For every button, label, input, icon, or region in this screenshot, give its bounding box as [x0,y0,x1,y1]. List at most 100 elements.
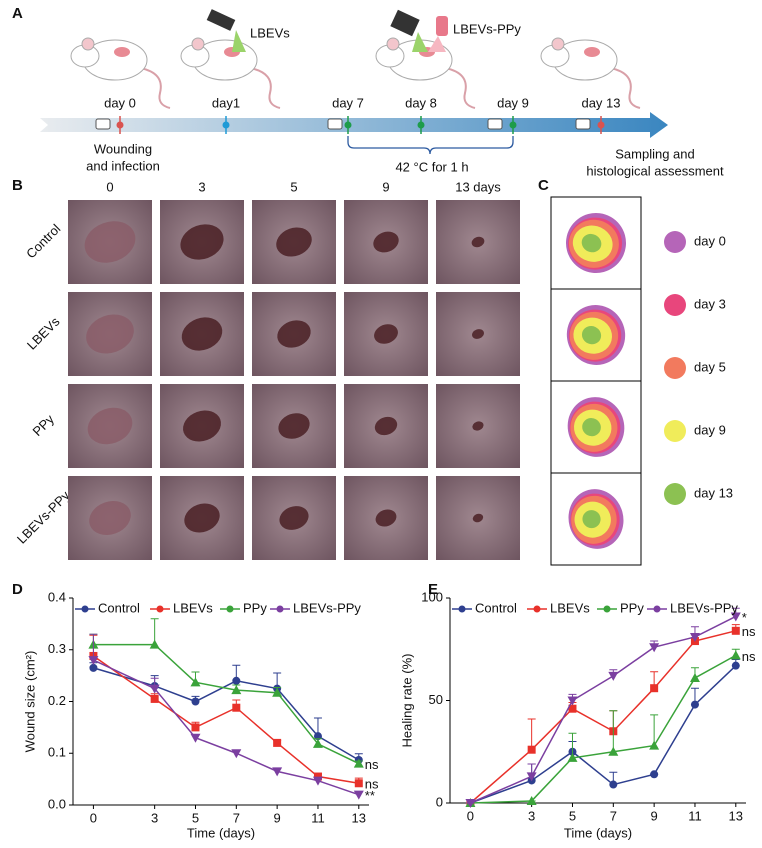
legend-label: LBEVs-PPy [670,600,738,615]
x-tick-label: 9 [651,808,658,823]
timeline-arrow [40,112,668,138]
point [231,749,242,759]
mouse-tail [139,67,171,109]
point [191,697,200,706]
panel-label: B [12,177,23,194]
mouse-ear [386,37,400,51]
point [609,780,618,789]
error-bar [650,714,659,746]
wound [183,410,221,442]
point [568,704,577,713]
laser-beam [428,36,446,52]
x-axis-title: Time (days) [564,825,632,840]
point [689,672,700,682]
legend-marker [653,605,661,613]
row-label: PPy [30,411,58,439]
point [191,723,200,732]
wound [276,227,312,257]
camera-icon [95,118,111,130]
y-tick-label: 0.0 [48,796,66,811]
significance: ** [365,788,375,803]
point [650,770,659,779]
applicator [206,9,236,31]
row-label: LBEVs-PPy [14,488,73,547]
legend-marker [156,605,164,613]
y-tick-label: 0 [436,794,443,809]
event-label: day 7 [332,95,364,110]
legend-label: day 5 [694,359,726,374]
point [190,677,201,687]
legend-swatch [664,231,686,253]
point [527,745,536,754]
point [567,696,578,706]
event-label: day 13 [581,95,620,110]
legend-label: day 0 [694,233,726,248]
point [649,643,660,653]
series-line [92,655,359,785]
point [353,758,364,768]
wound [184,503,220,533]
series-line [470,665,737,804]
legend-marker [533,605,541,613]
wound [373,231,399,253]
point [608,671,619,681]
point [526,795,537,805]
point [272,687,283,697]
wound [84,221,136,263]
point [231,685,242,695]
event-label: day1 [212,95,240,110]
legend-label: LBEVs [550,600,590,615]
event-label: day 8 [405,95,437,110]
legend-marker [81,605,89,613]
heat-brace [347,136,514,155]
event-dot [116,121,124,129]
x-tick-label: 7 [610,808,617,823]
spray [412,32,428,52]
legend-swatch [664,357,686,379]
event-label: day 0 [104,95,136,110]
sampling-note: Sampling and [615,146,695,161]
panel-label: C [538,177,549,194]
mouse-ear [81,37,95,51]
point [465,799,476,808]
point [149,639,160,649]
wounding-note: and infection [86,158,160,173]
wound [471,236,485,248]
significance: ns [742,649,756,664]
y-tick-label: 0.4 [48,589,66,604]
legend-swatch [664,483,686,505]
wound [472,329,484,339]
point [608,746,619,756]
mouse-ear [551,37,565,51]
mouse-ear [191,37,205,51]
legend-label: day 13 [694,485,733,500]
x-tick-label: 7 [233,810,240,825]
legend-swatch [664,294,686,316]
point [689,632,700,642]
significance: ns [365,777,379,792]
series [466,624,740,807]
wound [279,506,309,530]
legend-swatch [664,420,686,442]
series [89,634,363,788]
x-tick-label: 11 [311,810,325,825]
panel-label: D [12,581,23,598]
point [354,779,363,788]
mouse-wound [584,47,600,57]
camera-icon [575,118,591,130]
wound [87,407,133,445]
x-tick-label: 3 [151,810,158,825]
error-bar [527,718,536,750]
event-dot [417,121,425,129]
legend-label: day 9 [694,422,726,437]
legend-label: PPy [243,600,267,615]
column-label: 5 [290,179,297,194]
significance: ns [365,757,379,772]
laser [436,16,448,36]
legend-marker [226,605,234,613]
legend-label: Control [98,600,140,615]
point [353,790,364,800]
column-label: 3 [198,179,205,194]
mouse-tail [609,67,641,109]
